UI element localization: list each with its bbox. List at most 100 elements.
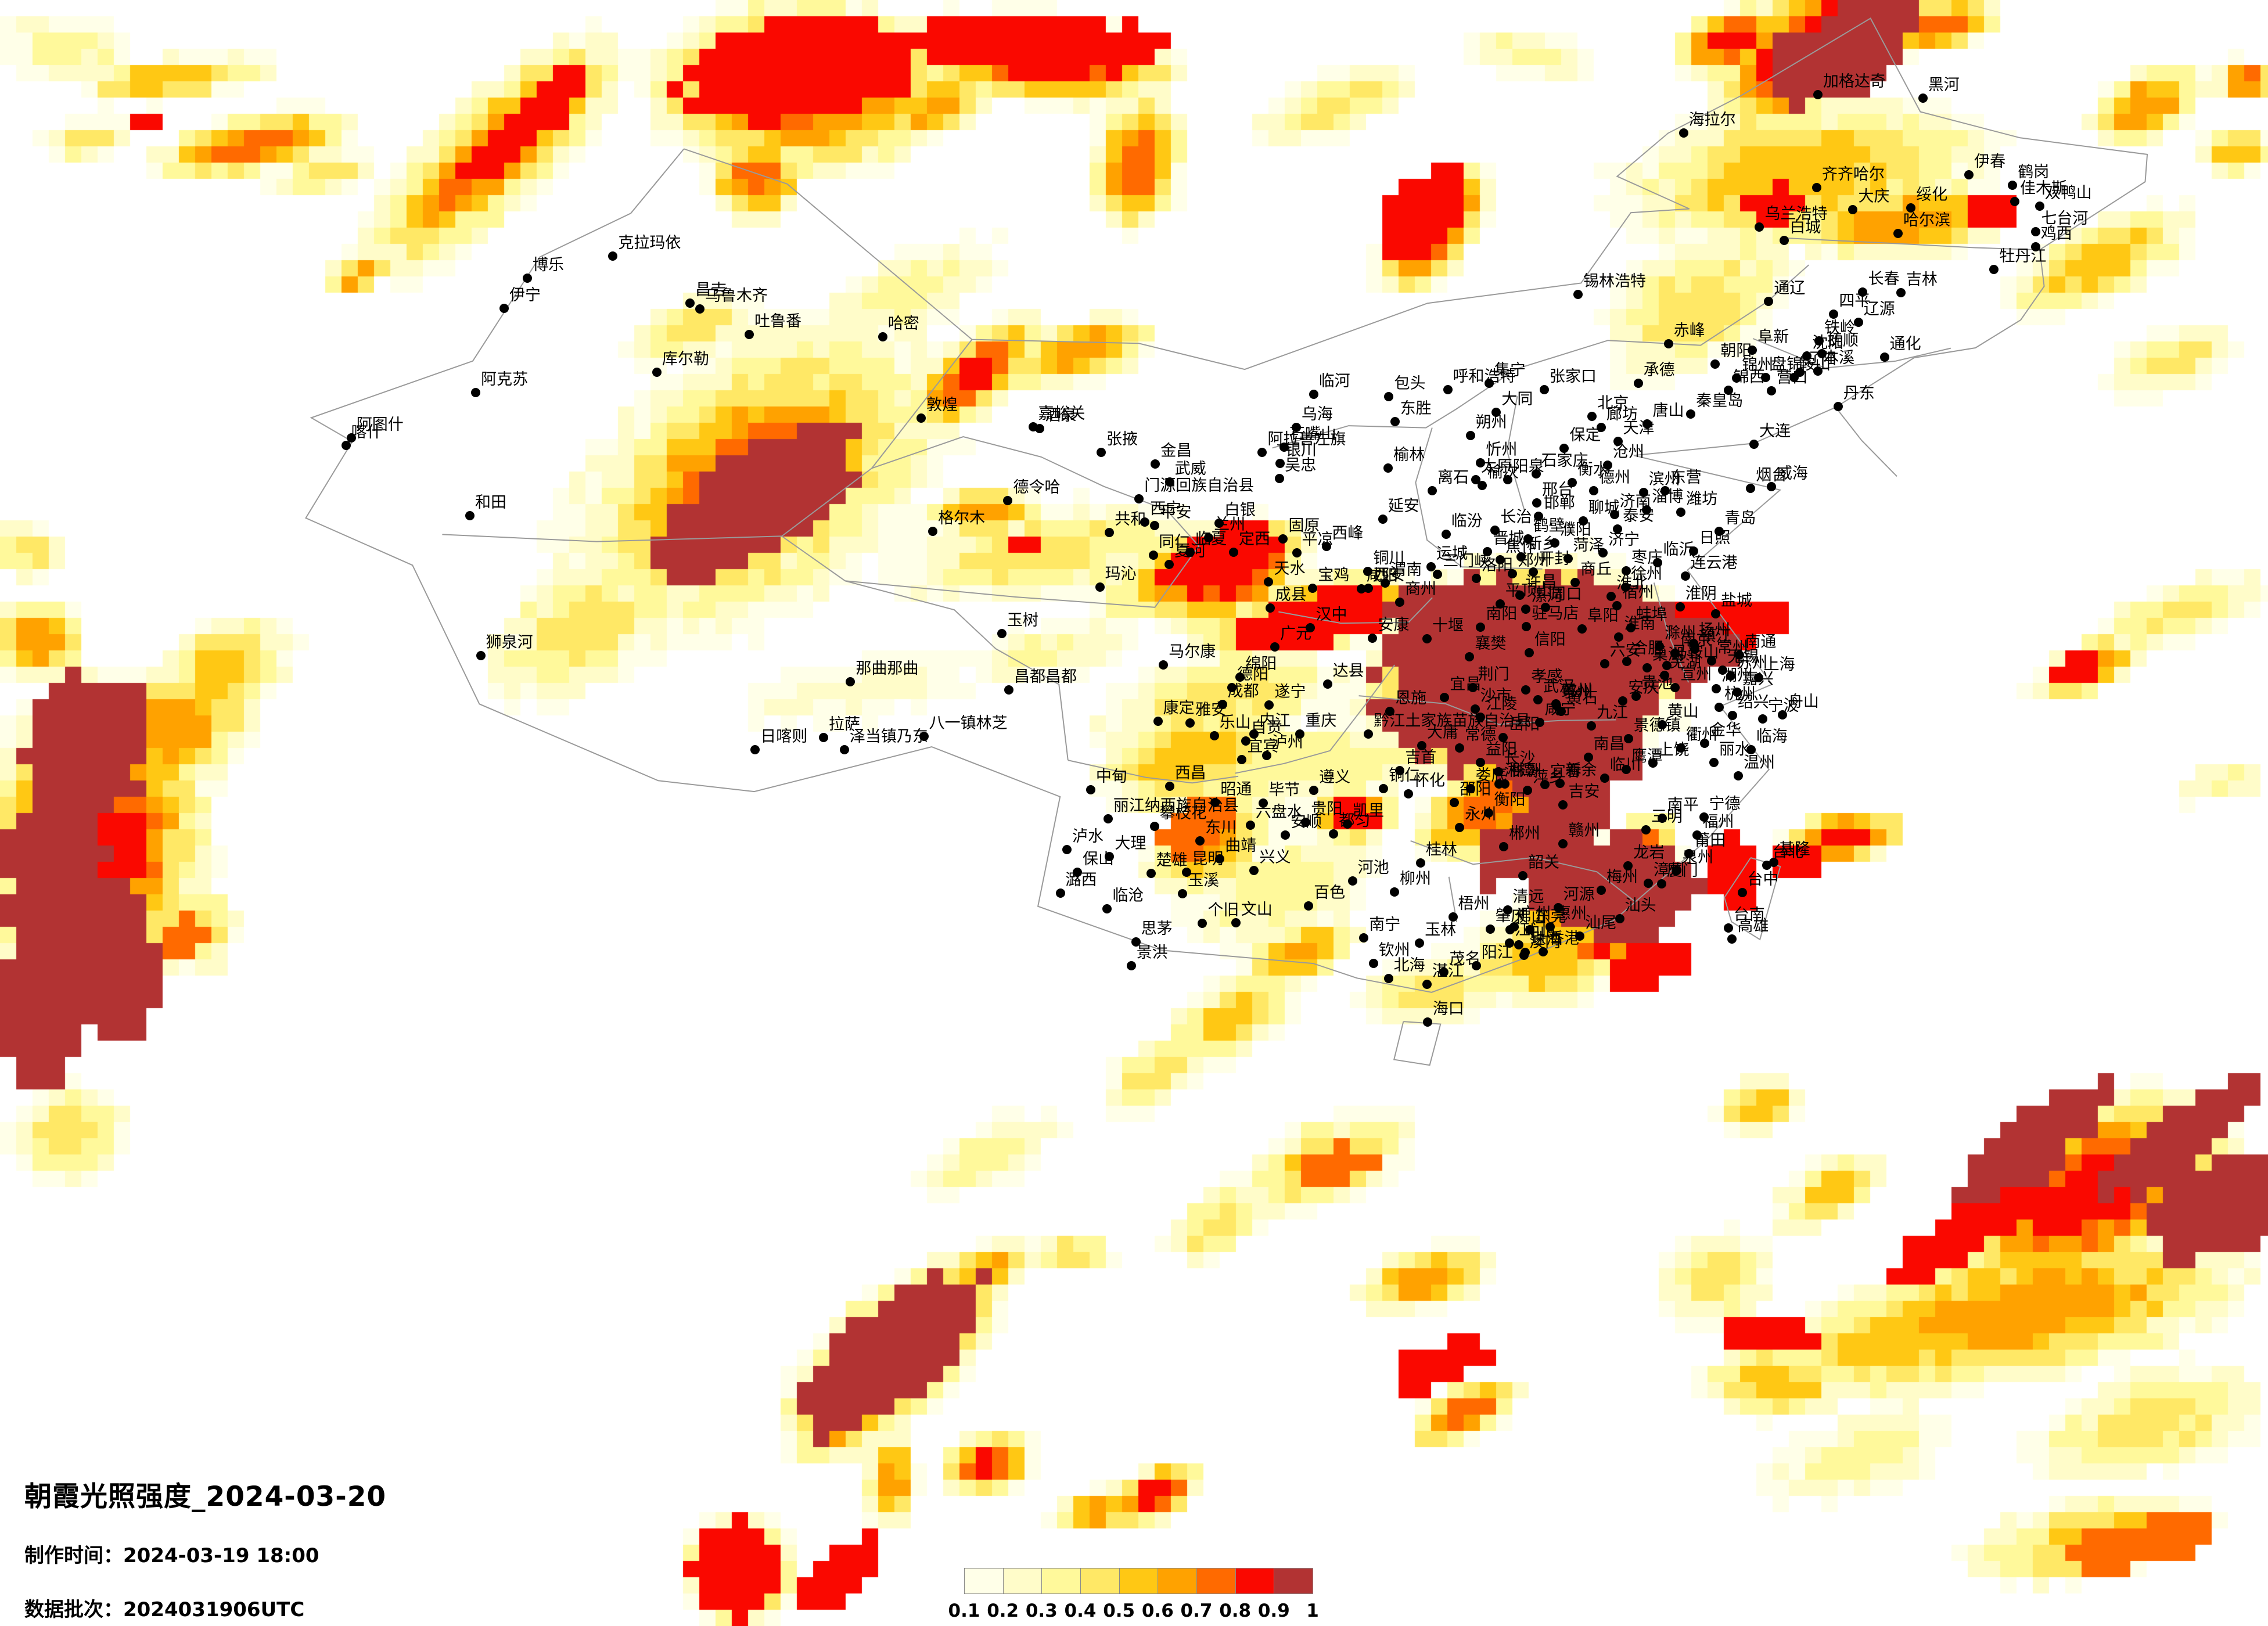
city-label: 十堰 <box>1432 616 1464 635</box>
city-dot <box>1291 423 1301 433</box>
city-label: 克拉玛依 <box>618 233 681 252</box>
city-label: 遵义 <box>1319 768 1351 787</box>
city-dot <box>1404 789 1414 798</box>
city-dot <box>1309 786 1319 796</box>
city-dot <box>1164 477 1174 487</box>
city-dot <box>1659 670 1669 680</box>
city-dot <box>1363 566 1373 576</box>
city-dot <box>1680 571 1690 581</box>
city-dot <box>1578 516 1588 526</box>
city-dot <box>1533 512 1543 521</box>
city-dot <box>1295 729 1305 739</box>
city-label: 衢州 <box>1686 726 1718 744</box>
city-dot <box>1558 839 1568 849</box>
city-dot <box>846 677 856 686</box>
legend-swatch <box>1002 1568 1043 1594</box>
city-dot <box>471 387 481 397</box>
city-dot <box>1308 584 1318 593</box>
legend-swatch <box>1119 1568 1159 1594</box>
city-label: 鸡西 <box>2040 225 2072 243</box>
city-label: 临海 <box>1756 727 1788 746</box>
city-dot <box>476 650 486 660</box>
city-dot <box>1557 707 1566 716</box>
city-label: 濮阳 <box>1559 520 1591 539</box>
province-border-line <box>1358 695 1616 725</box>
city-dot <box>1613 524 1623 534</box>
city-dot <box>1727 934 1737 944</box>
city-label: 阿克苏 <box>481 370 529 388</box>
legend-swatch <box>1196 1568 1236 1594</box>
city-dot <box>1433 569 1443 579</box>
city-label: 马鞍山 <box>1672 643 1719 661</box>
city-label: 锦西 <box>1733 368 1765 386</box>
city-dot <box>1534 718 1544 728</box>
city-label: 长治 <box>1500 508 1532 526</box>
city-dot <box>1714 702 1724 712</box>
city-dot <box>1468 682 1478 692</box>
city-label: 康定 <box>1163 699 1195 717</box>
city-label: 宣州 <box>1680 665 1712 684</box>
city-label: 朝阳 <box>1720 342 1752 361</box>
city-dot <box>1577 624 1587 634</box>
city-dot <box>1395 766 1405 776</box>
city-dot <box>1612 601 1622 611</box>
city-dot <box>1858 287 1868 297</box>
city-dot <box>1477 480 1487 490</box>
city-label: 泸水 <box>1072 828 1104 846</box>
city-label: 淮南 <box>1624 614 1656 633</box>
city-label: 河源 <box>1563 885 1595 904</box>
city-label: 广元 <box>1280 625 1312 643</box>
production-time-value: 2024-03-19 18:00 <box>123 1544 319 1567</box>
city-dot <box>1309 389 1318 399</box>
city-dot <box>1105 852 1115 862</box>
city-dot <box>1648 758 1658 768</box>
city-label: 丽江纳西族自治县 <box>1113 796 1239 815</box>
city-label: 大同 <box>1501 390 1533 408</box>
city-dot <box>1626 623 1636 633</box>
city-dot <box>1575 931 1585 941</box>
city-label: 中甸 <box>1095 767 1127 786</box>
city-dot <box>1906 203 1916 213</box>
city-label: 天水 <box>1274 560 1306 578</box>
city-dot <box>1723 385 1733 395</box>
city-label: 昭通 <box>1220 780 1252 799</box>
city-dot <box>1749 440 1759 449</box>
city-dot <box>1789 372 1799 382</box>
city-dot <box>1531 469 1541 479</box>
city-label: 梧州 <box>1458 894 1490 913</box>
city-label: 金昌 <box>1160 442 1192 461</box>
city-dot <box>1600 659 1609 669</box>
city-dot <box>1829 309 1839 319</box>
city-label: 威海 <box>1776 465 1808 483</box>
city-dot <box>608 251 618 261</box>
city-dot <box>1498 841 1508 851</box>
city-label: 定西 <box>1239 530 1271 548</box>
city-dot <box>997 628 1007 638</box>
city-label: 永州 <box>1465 805 1497 823</box>
city-label: 衡水 <box>1577 460 1609 479</box>
city-label: 凯里 <box>1353 801 1385 820</box>
city-dot <box>1606 591 1616 601</box>
city-label: 个旧 <box>1207 901 1239 920</box>
city-label: 曲靖 <box>1225 836 1257 855</box>
legend-tick-label: 0.8 <box>1219 1600 1252 1621</box>
city-dot <box>1525 925 1534 935</box>
city-label: 平安 <box>1160 503 1192 521</box>
city-dot <box>1503 905 1512 915</box>
city-label: 上饶 <box>1658 741 1690 760</box>
city-dot <box>1896 288 1906 298</box>
city-dot <box>2010 197 2019 207</box>
city-label: 马尔康 <box>1169 642 1216 661</box>
city-dot <box>2030 242 2040 252</box>
city-dot <box>1476 713 1486 722</box>
city-label: 东营 <box>1670 468 1702 487</box>
city-label: 海拉尔 <box>1688 111 1736 129</box>
city-dot <box>1259 798 1268 808</box>
city-label: 怀化 <box>1414 771 1446 790</box>
city-dot <box>1485 924 1495 934</box>
city-label: 黄州 <box>1561 682 1593 700</box>
city-label: 开封 <box>1539 550 1570 569</box>
city-dot <box>1471 573 1481 583</box>
city-label: 成县 <box>1275 585 1307 604</box>
